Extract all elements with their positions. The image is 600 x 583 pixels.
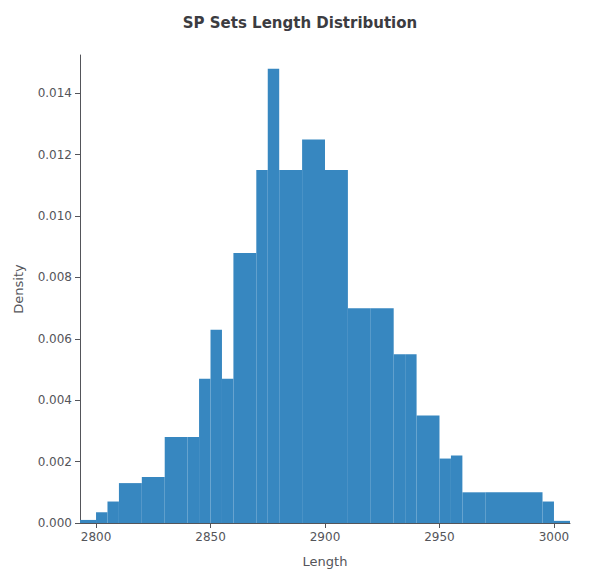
svg-text:0.000: 0.000	[38, 516, 72, 530]
svg-text:0.010: 0.010	[38, 209, 72, 223]
svg-text:2900: 2900	[310, 530, 341, 544]
svg-text:3000: 3000	[539, 530, 570, 544]
svg-text:0.014: 0.014	[38, 86, 72, 100]
svg-text:0.002: 0.002	[38, 455, 72, 469]
svg-text:0.008: 0.008	[38, 270, 72, 284]
svg-text:2800: 2800	[81, 530, 112, 544]
svg-text:2950: 2950	[424, 530, 455, 544]
svg-text:0.006: 0.006	[38, 332, 72, 346]
svg-text:Length: Length	[303, 554, 348, 569]
svg-text:0.004: 0.004	[38, 393, 72, 407]
svg-text:0.012: 0.012	[38, 148, 72, 162]
svg-text:SP Sets Length Distribution: SP Sets Length Distribution	[183, 14, 417, 32]
svg-text:2850: 2850	[195, 530, 226, 544]
svg-text:Density: Density	[11, 264, 26, 314]
